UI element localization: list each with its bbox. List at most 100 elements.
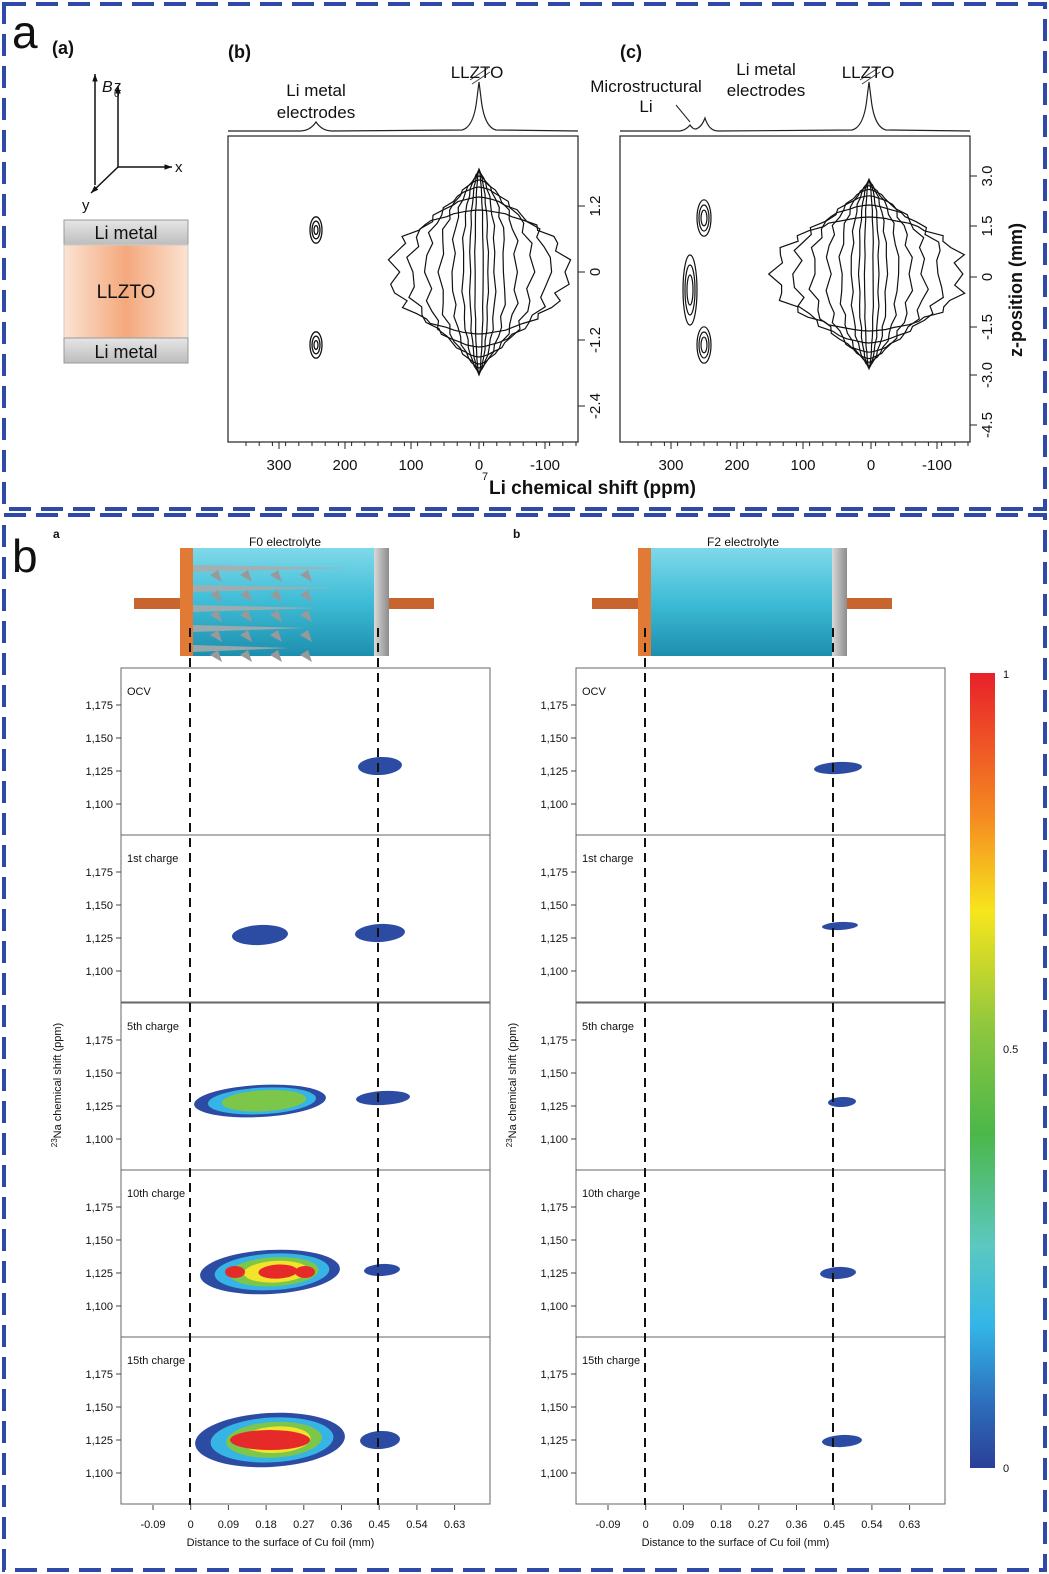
y-tick-label: 1,150 <box>540 900 568 912</box>
row-label: OCV <box>582 686 607 698</box>
x-tick-label: -100 <box>922 457 952 474</box>
y-tick-label: 1,175 <box>540 1369 568 1381</box>
y-label-sup: 23 <box>50 1138 59 1147</box>
intensity-blob <box>820 1266 856 1280</box>
dendrite <box>210 610 222 622</box>
row-label: 5th charge <box>582 1021 634 1033</box>
panel-border <box>2 513 1047 1572</box>
contour <box>437 179 519 365</box>
y-tick-label: 1,150 <box>540 1068 568 1080</box>
dendrite <box>240 570 252 582</box>
contour <box>700 209 708 227</box>
contour <box>857 179 880 369</box>
cu-foil <box>638 548 651 656</box>
y-tick-label: -2.4 <box>587 393 604 419</box>
li-layer <box>63 337 189 364</box>
peak-label: Microstructural <box>590 77 701 96</box>
axis-label: x <box>175 159 183 176</box>
x-tick-label: 0.45 <box>368 1519 389 1531</box>
dendrite <box>270 610 282 622</box>
contour <box>387 209 572 335</box>
peak-label: Li metal <box>286 81 346 100</box>
row-label: 10th charge <box>582 1188 640 1200</box>
y-tick-label: 1,100 <box>85 1134 113 1146</box>
x-tick-label: 0 <box>867 457 875 474</box>
arrow-head <box>92 74 98 82</box>
x-tick-label: 0.18 <box>710 1519 731 1531</box>
x-tick-label: 0.18 <box>255 1519 276 1531</box>
column-label: a <box>53 527 60 541</box>
x-axis-label: Distance to the surface of Cu foil (mm) <box>642 1537 830 1549</box>
dendrite <box>270 570 282 582</box>
intensity-blob <box>258 1264 298 1279</box>
dendrite <box>270 630 282 642</box>
y-tick-label: 1,125 <box>85 1268 113 1280</box>
dendrite <box>210 590 222 602</box>
y-tick-label: 1,150 <box>540 733 568 745</box>
intensity-blob <box>221 1090 307 1112</box>
y-tick-label: 1,175 <box>540 1035 568 1047</box>
plot-frame <box>575 1336 946 1505</box>
dendrite <box>193 585 335 592</box>
y-tick-label: 1,175 <box>540 700 568 712</box>
x-label-sup: 7 <box>482 471 488 483</box>
counter-electrode <box>832 548 847 656</box>
dendrite <box>240 610 252 622</box>
plot-frame <box>227 135 579 443</box>
contour <box>311 220 321 240</box>
intensity-blob <box>814 761 862 775</box>
break-mark <box>469 67 489 81</box>
layer-label: Li metal <box>94 223 157 243</box>
dendrite <box>193 605 320 612</box>
intensity-blob <box>822 1434 862 1448</box>
rod <box>134 598 180 609</box>
y-tick-label: 1,175 <box>85 1035 113 1047</box>
dendrite <box>300 650 312 662</box>
plot-frame <box>619 135 971 443</box>
y-tick-label: 1,150 <box>540 1402 568 1414</box>
dendrite <box>240 650 252 662</box>
contour <box>313 339 319 351</box>
sub-label: (c) <box>620 42 642 62</box>
x-tick-label: 0.09 <box>218 1519 239 1531</box>
colorbar-tick-label: 0 <box>1003 1463 1009 1475</box>
row-label: 1st charge <box>582 853 633 865</box>
x-tick-label: 200 <box>724 457 749 474</box>
y-tick-label: 1,100 <box>540 966 568 978</box>
arrow-head <box>91 185 99 193</box>
y-tick-label: 1,100 <box>85 1301 113 1313</box>
rod <box>388 598 434 609</box>
field-subscript: 0 <box>114 89 120 100</box>
y-tick-label: -1.2 <box>587 327 604 353</box>
contour <box>767 216 966 332</box>
rod <box>592 598 638 609</box>
y-tick-label: -3.0 <box>979 362 996 388</box>
intensity-blob <box>358 756 402 776</box>
y-tick-label: 1,175 <box>540 867 568 879</box>
plot-frame <box>120 667 491 836</box>
x-tick-label: 0.36 <box>786 1519 807 1531</box>
contour <box>808 195 929 353</box>
contour <box>311 335 321 355</box>
row-label: 15th charge <box>582 1355 640 1367</box>
spectrum <box>228 81 579 132</box>
layer-label: LLZTO <box>97 282 156 303</box>
x-tick-label: 300 <box>266 457 291 474</box>
peak-label: Li <box>639 97 652 116</box>
intensity-blob <box>232 924 288 946</box>
y-label-sup: 23 <box>505 1138 514 1147</box>
panel-label: b <box>12 530 38 582</box>
y-tick-label: 1,125 <box>85 766 113 778</box>
dendrite <box>193 645 290 652</box>
y-tick-label: 1,175 <box>85 1202 113 1214</box>
x-tick-label: 0.63 <box>899 1519 920 1531</box>
dendrite <box>300 630 312 642</box>
y-axis-label: z-position (mm) <box>1006 223 1026 357</box>
x-tick-label: 0 <box>188 1519 194 1531</box>
y-tick-label: 1,100 <box>540 1468 568 1480</box>
x-tick-label: -0.09 <box>140 1519 165 1531</box>
y-tick-label: 3.0 <box>979 166 996 187</box>
y-tick-label: 1,125 <box>85 933 113 945</box>
contour <box>696 199 712 237</box>
